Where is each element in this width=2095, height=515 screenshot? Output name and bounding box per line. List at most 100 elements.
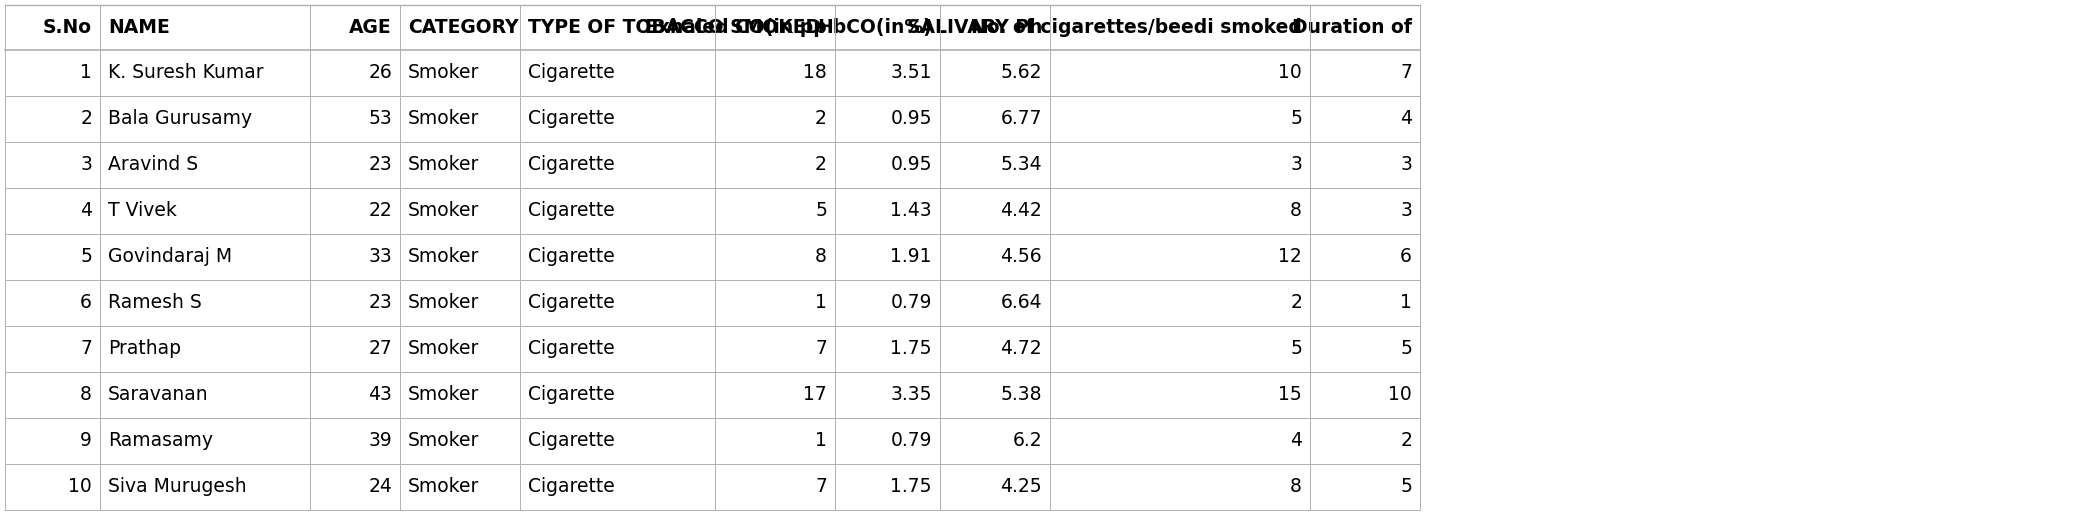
Text: Smoker: Smoker [409,156,480,175]
Text: 8: 8 [1291,477,1301,496]
Text: 10: 10 [1389,386,1412,404]
Text: TYPE OF TOBACCO SMOKED: TYPE OF TOBACCO SMOKED [528,18,821,37]
Bar [4,280,1420,326]
Bar [4,464,1420,510]
Text: 0.95: 0.95 [890,156,932,175]
Text: Cigarette: Cigarette [528,156,614,175]
Text: 1.43: 1.43 [890,201,932,220]
Text: Bala Gurusamy: Bala Gurusamy [109,110,251,129]
Text: HbCO(in%): HbCO(in%) [817,18,932,37]
Text: 0.95: 0.95 [890,110,932,129]
Text: Smoker: Smoker [409,386,480,404]
Text: 7: 7 [815,477,828,496]
Text: 3: 3 [1399,156,1412,175]
Text: 6: 6 [80,294,92,313]
Text: 53: 53 [369,110,392,129]
Text: 39: 39 [369,432,392,451]
Text: Smoker: Smoker [409,63,480,82]
Text: 12: 12 [1278,248,1301,266]
Text: 5: 5 [1291,339,1301,358]
Text: Cigarette: Cigarette [528,477,614,496]
Text: Siva Murugesh: Siva Murugesh [109,477,247,496]
Text: Saravanan: Saravanan [109,386,210,404]
Bar [4,188,1420,234]
Bar [4,326,1420,372]
Text: 4: 4 [1399,110,1412,129]
Text: 10: 10 [69,477,92,496]
Text: 10: 10 [1278,63,1301,82]
Text: Cigarette: Cigarette [528,63,614,82]
Text: CATEGORY: CATEGORY [409,18,520,37]
Text: SALIVARY Ph: SALIVARY Ph [907,18,1041,37]
Text: Cigarette: Cigarette [528,248,614,266]
Text: Smoker: Smoker [409,294,480,313]
Text: Smoker: Smoker [409,110,480,129]
Text: Cigarette: Cigarette [528,339,614,358]
Text: K. Suresh Kumar: K. Suresh Kumar [109,63,264,82]
Text: 1: 1 [1399,294,1412,313]
Text: 4: 4 [80,201,92,220]
Text: 3: 3 [80,156,92,175]
Text: 2: 2 [815,156,828,175]
Text: 4.42: 4.42 [999,201,1041,220]
Text: 33: 33 [369,248,392,266]
Text: 18: 18 [802,63,828,82]
Text: Cigarette: Cigarette [528,294,614,313]
Text: Cigarette: Cigarette [528,110,614,129]
Text: Aravind S: Aravind S [109,156,199,175]
Text: 5: 5 [1291,110,1301,129]
Text: 0.79: 0.79 [890,432,932,451]
Text: 7: 7 [815,339,828,358]
Bar [4,50,1420,96]
Text: 4.25: 4.25 [1001,477,1041,496]
Text: 3.35: 3.35 [890,386,932,404]
Text: 5: 5 [1399,339,1412,358]
Text: 5.34: 5.34 [1001,156,1041,175]
Text: 7: 7 [1399,63,1412,82]
Text: 6.77: 6.77 [1001,110,1041,129]
Text: 5.38: 5.38 [1001,386,1041,404]
Text: 2: 2 [80,110,92,129]
Text: Smoker: Smoker [409,248,480,266]
Text: 5: 5 [1399,477,1412,496]
Text: NAME: NAME [109,18,170,37]
Text: 15: 15 [1278,386,1301,404]
Text: No. of cigarettes/beedi smoked: No. of cigarettes/beedi smoked [972,18,1301,37]
Text: 17: 17 [802,386,828,404]
Bar [4,418,1420,464]
Bar [4,96,1420,142]
Text: 1: 1 [815,294,828,313]
Text: 2: 2 [1399,432,1412,451]
Text: 27: 27 [369,339,392,358]
Text: 3.51: 3.51 [890,63,932,82]
Text: 8: 8 [80,386,92,404]
Text: 5.62: 5.62 [1001,63,1041,82]
Text: 3: 3 [1291,156,1301,175]
Text: 1.75: 1.75 [890,477,932,496]
Text: 6.64: 6.64 [1001,294,1041,313]
Text: 1: 1 [815,432,828,451]
Text: Ramasamy: Ramasamy [109,432,214,451]
Text: 2: 2 [815,110,828,129]
Text: Smoker: Smoker [409,201,480,220]
Text: 5: 5 [815,201,828,220]
Text: 0.79: 0.79 [890,294,932,313]
Text: 4.56: 4.56 [1001,248,1041,266]
Text: T Vivek: T Vivek [109,201,176,220]
Text: Smoker: Smoker [409,477,480,496]
Text: Cigarette: Cigarette [528,432,614,451]
Text: 8: 8 [815,248,828,266]
Text: AGE: AGE [350,18,392,37]
Text: S.No: S.No [44,18,92,37]
Text: Smoker: Smoker [409,339,480,358]
Text: 23: 23 [369,294,392,313]
Text: 22: 22 [369,201,392,220]
Text: Smoker: Smoker [409,432,480,451]
Text: Ramesh S: Ramesh S [109,294,201,313]
Text: 1: 1 [80,63,92,82]
Text: 24: 24 [369,477,392,496]
Text: 26: 26 [369,63,392,82]
Text: Duration of: Duration of [1293,18,1412,37]
Bar [4,234,1420,280]
Bar [4,372,1420,418]
